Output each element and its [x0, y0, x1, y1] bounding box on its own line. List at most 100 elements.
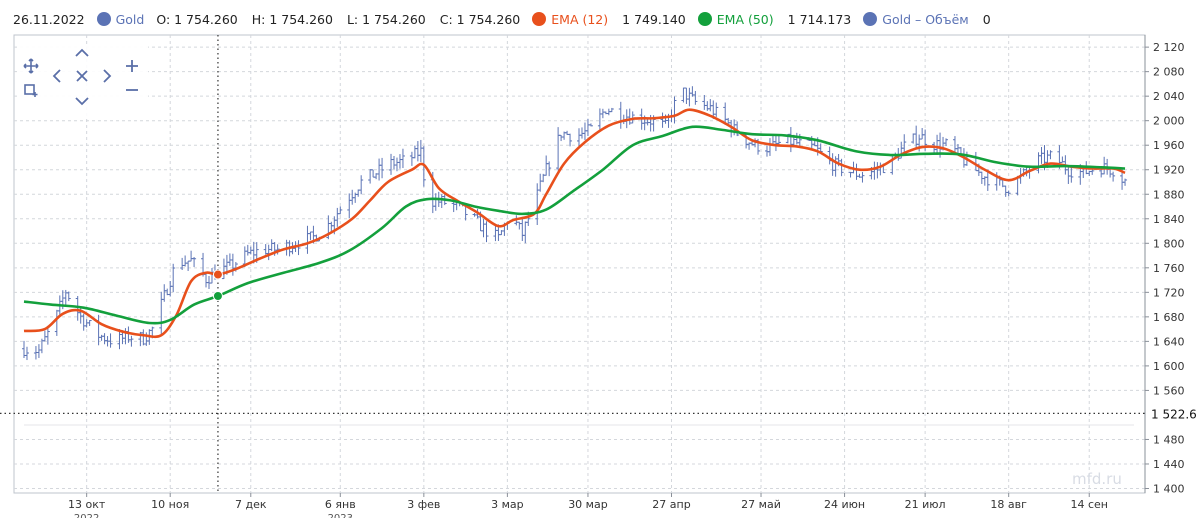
- legend-ema12-label: EMA (12): [551, 11, 609, 27]
- x-tick-label: 27 апр: [652, 498, 690, 511]
- legend-high: H: 1 754.260: [251, 11, 333, 27]
- pan-right-icon[interactable]: [97, 66, 117, 86]
- watermark: mfd.ru: [1072, 470, 1122, 488]
- ohlc-bar: [588, 123, 593, 127]
- y-tick-label: 1 600: [1153, 360, 1185, 373]
- pan-up-icon[interactable]: [72, 43, 92, 63]
- ema12-series-dot-icon: [532, 12, 547, 26]
- x-tick-year-label: 2023: [328, 513, 353, 518]
- ohlc-bar: [171, 263, 176, 293]
- ohlc-bar: [985, 169, 990, 191]
- ohlc-bar: [902, 134, 907, 155]
- x-tick-label: 3 фев: [407, 498, 440, 511]
- x-tick-label: 14 сен: [1070, 498, 1108, 511]
- x-tick-label: 21 июл: [905, 498, 946, 511]
- legend-ema12[interactable]: EMA (12) 1 749.140: [532, 12, 686, 27]
- select-area-icon[interactable]: [21, 80, 41, 100]
- y-tick-label: 1 800: [1153, 237, 1185, 250]
- ohlc-bar: [735, 121, 740, 137]
- y-tick-label: 1 440: [1153, 458, 1185, 471]
- y-tick-label: 2 000: [1153, 115, 1185, 128]
- move-icon[interactable]: [21, 56, 41, 76]
- x-tick-label: 13 окт: [68, 498, 106, 511]
- y-tick-label: 1 640: [1153, 335, 1185, 348]
- y-tick-label: 1 840: [1153, 213, 1185, 226]
- y-tick-label: 1 760: [1153, 262, 1185, 275]
- ohlc-bar: [129, 335, 134, 347]
- ohlc-bar: [693, 90, 698, 105]
- crosshair-marker: [212, 291, 223, 302]
- ohlc-bar: [1111, 171, 1116, 182]
- reset-icon[interactable]: [72, 66, 92, 86]
- legend-ema50-value: 1 714.173: [787, 11, 852, 27]
- y-tick-label: 1 480: [1153, 433, 1185, 446]
- legend-ema50[interactable]: EMA (50) 1 714.173: [697, 11, 852, 27]
- ohlc-bar: [860, 171, 865, 183]
- x-tick-label: 24 июн: [824, 498, 865, 511]
- chart-navigation-toolbar: [18, 44, 148, 116]
- legend-ema50-label: EMA (50): [716, 11, 774, 27]
- ohlc-bar: [87, 320, 92, 327]
- x-tick-label: 6 янв: [325, 498, 356, 511]
- y-tick-label: 1 680: [1153, 311, 1185, 324]
- y-tick-label: 1 880: [1153, 188, 1185, 201]
- x-tick-label: 27 май: [741, 498, 781, 511]
- legend-volume-label: Gold – Объём: [882, 11, 969, 27]
- y-tick-label: 1 720: [1153, 286, 1185, 299]
- legend-volume[interactable]: Gold – Объём 0: [863, 11, 991, 27]
- plot-frame: [13, 34, 1146, 494]
- ohlc-bar: [24, 346, 29, 361]
- ohlc-bar: [547, 161, 552, 177]
- x-tick-label: 18 авг: [990, 498, 1027, 511]
- legend-gold[interactable]: Gold: [96, 11, 145, 27]
- y-tick-label: 1 920: [1153, 164, 1185, 177]
- x-tick-label: 10 ноя: [151, 498, 189, 511]
- ohlc-bar: [609, 107, 614, 113]
- zoom-in-icon[interactable]: [122, 56, 142, 76]
- pan-left-icon[interactable]: [47, 66, 67, 86]
- ohlc-bar: [714, 102, 719, 117]
- y-tick-label: 2 040: [1153, 90, 1185, 103]
- y-tick-label: 2 080: [1153, 66, 1185, 79]
- legend-low: L: 1 754.260: [346, 11, 426, 27]
- ohlc-bar: [400, 148, 405, 169]
- ema12-line: [23, 108, 1126, 339]
- ohlc-bar: [1069, 167, 1074, 183]
- ohlc-bar: [568, 133, 573, 147]
- ohlc-bar: [1123, 178, 1128, 186]
- ohlc-bar: [944, 138, 949, 147]
- y-tick-label: 1 960: [1153, 139, 1185, 152]
- chart-legend: 26.11.2022 Gold O: 1 754.260 H: 1 754.26…: [0, 0, 1200, 38]
- ohlc-bar: [380, 157, 385, 179]
- ohlc-bar: [630, 111, 635, 124]
- ohlc-bar: [1048, 150, 1053, 160]
- x-tick-year-label: 2022: [74, 513, 99, 518]
- legend-date: 26.11.2022: [13, 11, 85, 27]
- ohlc-bar: [45, 327, 50, 345]
- legend-open: O: 1 754.260: [156, 11, 238, 27]
- legend-close: C: 1 754.260: [439, 11, 521, 27]
- ohlc-bar: [108, 333, 113, 348]
- volume-series-dot-icon: [863, 12, 878, 26]
- y-tick-label: 2 120: [1153, 41, 1185, 54]
- pan-down-icon[interactable]: [72, 91, 92, 111]
- legend-ema12-value: 1 749.140: [622, 11, 686, 27]
- ohlc-bar: [192, 256, 197, 268]
- y-tick-label: 1 560: [1153, 384, 1185, 397]
- crosshair-marker: [212, 269, 223, 280]
- ohlc-bar: [1006, 190, 1011, 197]
- zoom-out-icon[interactable]: [122, 80, 142, 100]
- ohlc-bar: [66, 291, 71, 302]
- ema50-line: [23, 125, 1126, 325]
- x-tick-label: 30 мар: [568, 498, 608, 511]
- gold-series-dot-icon: [96, 12, 111, 26]
- ema50-series-dot-icon: [697, 12, 712, 26]
- ohlc-bar: [338, 206, 343, 215]
- legend-volume-value: 0: [982, 11, 991, 27]
- ohlc-bar: [484, 221, 489, 243]
- ohlc-bar: [839, 158, 844, 177]
- legend-gold-label: Gold: [115, 11, 145, 27]
- ohlc-bar: [359, 175, 364, 195]
- x-tick-label: 7 дек: [235, 498, 267, 511]
